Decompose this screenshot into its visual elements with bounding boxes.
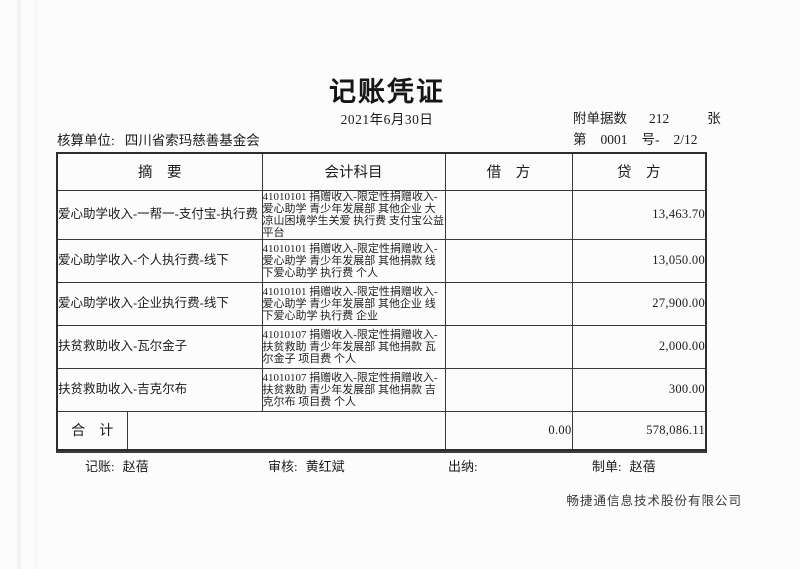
reviewer-name: 黄红斌 xyxy=(305,459,345,474)
account-cell: 41010107 捐赠收入-限定性捐赠收入-扶贫救助 青少年发展部 其他捐款 瓦… xyxy=(261,324,446,369)
bookkeeper-name: 赵蓓 xyxy=(122,459,149,474)
account-cell: 41010107 捐赠收入-限定性捐赠收入-扶贫救助 青少年发展部 其他捐款 吉… xyxy=(261,367,446,412)
header-credit: 贷 方 xyxy=(571,152,707,191)
reviewer-label: 审核: xyxy=(268,459,298,474)
header-account: 会计科目 xyxy=(261,152,446,191)
account-cell: 41010101 捐赠收入-限定性捐赠收入-爱心助学 青少年发展部 其他捐款 线… xyxy=(261,238,446,283)
account-cell: 41010101 捐赠收入-限定性捐赠收入-爱心助学 青少年发展部 其他企业 大… xyxy=(261,189,446,240)
summary-cell: 爱心助学收入-一帮一-支付宝-执行费 xyxy=(56,189,263,240)
debit-cell xyxy=(444,281,573,326)
credit-cell: 27,900.00 xyxy=(571,281,707,326)
preparer-signature: 制单: 赵蓓 xyxy=(592,456,656,475)
total-empty-cell xyxy=(126,410,446,451)
summary-cell: 扶贫救助收入-瓦尔金子 xyxy=(56,324,263,369)
unit-label: 核算单位: xyxy=(57,133,115,148)
attachment-unit: 张 xyxy=(707,111,721,126)
reviewer-signature: 审核: 黄红斌 xyxy=(268,456,345,475)
attachment-label: 附单据数 xyxy=(573,111,627,126)
bookkeeper-label: 记账: xyxy=(85,459,115,474)
credit-cell: 13,463.70 xyxy=(571,189,707,240)
attachment-count-line: 附单据数 212 张 xyxy=(573,107,721,127)
page-indicator: 2/12 xyxy=(673,132,698,147)
debit-cell xyxy=(444,189,573,240)
attachment-count: 212 xyxy=(649,111,670,126)
summary-cell: 爱心助学收入-企业执行费-线下 xyxy=(56,281,263,326)
unit-name: 四川省索玛慈善基金会 xyxy=(124,133,260,148)
accounting-unit-line: 核算单位: 四川省索玛慈善基金会 xyxy=(57,129,260,149)
credit-cell: 300.00 xyxy=(571,367,707,412)
bookkeeper-signature: 记账: 赵蓓 xyxy=(85,456,149,475)
summary-cell: 爱心助学收入-个人执行费-线下 xyxy=(56,238,263,283)
voucher-number-line: 第 0001 号- 2/12 xyxy=(573,128,698,148)
account-cell: 41010101 捐赠收入-限定性捐赠收入-爱心助学 青少年发展部 其他企业 线… xyxy=(261,281,446,326)
scan-artifact-streak xyxy=(16,0,22,569)
credit-cell: 2,000.00 xyxy=(571,324,707,369)
header-summary: 摘 要 xyxy=(56,152,263,191)
voucher-table: 摘 要 会计科目 借 方 贷 方 爱心助学收入-一帮一-支付宝-执行费 4101… xyxy=(56,152,707,451)
summary-cell: 扶贫救助收入-吉克尔布 xyxy=(56,367,263,412)
cashier-signature: 出纳: xyxy=(448,456,486,475)
table-row: 爱心助学收入-个人执行费-线下 41010101 捐赠收入-限定性捐赠收入-爱心… xyxy=(56,238,707,283)
scan-artifact-streak xyxy=(34,0,38,569)
total-debit: 0.00 xyxy=(444,410,573,451)
voucher-number: 0001 xyxy=(600,132,628,147)
cashier-label: 出纳: xyxy=(448,459,478,474)
debit-cell xyxy=(444,238,573,283)
debit-cell xyxy=(444,367,573,412)
table-row: 爱心助学收入-一帮一-支付宝-执行费 41010101 捐赠收入-限定性捐赠收入… xyxy=(56,189,707,240)
table-bottom-rule xyxy=(56,451,707,453)
voucher-title: 记账凭证 xyxy=(329,77,445,107)
table-row: 扶贫救助收入-吉克尔布 41010107 捐赠收入-限定性捐赠收入-扶贫救助 青… xyxy=(56,367,707,412)
voucher-date: 2021年6月30日 xyxy=(340,112,434,127)
total-label: 合 计 xyxy=(56,410,128,451)
debit-cell xyxy=(444,324,573,369)
table-row: 爱心助学收入-企业执行费-线下 41010101 捐赠收入-限定性捐赠收入-爱心… xyxy=(56,281,707,326)
preparer-name: 赵蓓 xyxy=(629,459,656,474)
total-credit: 578,086.11 xyxy=(571,410,707,451)
software-vendor-name: 畅捷通信息技术股份有限公司 xyxy=(566,494,742,508)
preparer-label: 制单: xyxy=(592,459,622,474)
table-row: 扶贫救助收入-瓦尔金子 41010107 捐赠收入-限定性捐赠收入-扶贫救助 青… xyxy=(56,324,707,369)
number-prefix: 第 xyxy=(573,132,587,147)
credit-cell: 13,050.00 xyxy=(571,238,707,283)
table-header-row: 摘 要 会计科目 借 方 贷 方 xyxy=(56,152,707,191)
total-row: 合 计 0.00 578,086.11 xyxy=(56,410,707,451)
header-debit: 借 方 xyxy=(444,152,573,191)
number-suffix: 号- xyxy=(641,132,660,147)
